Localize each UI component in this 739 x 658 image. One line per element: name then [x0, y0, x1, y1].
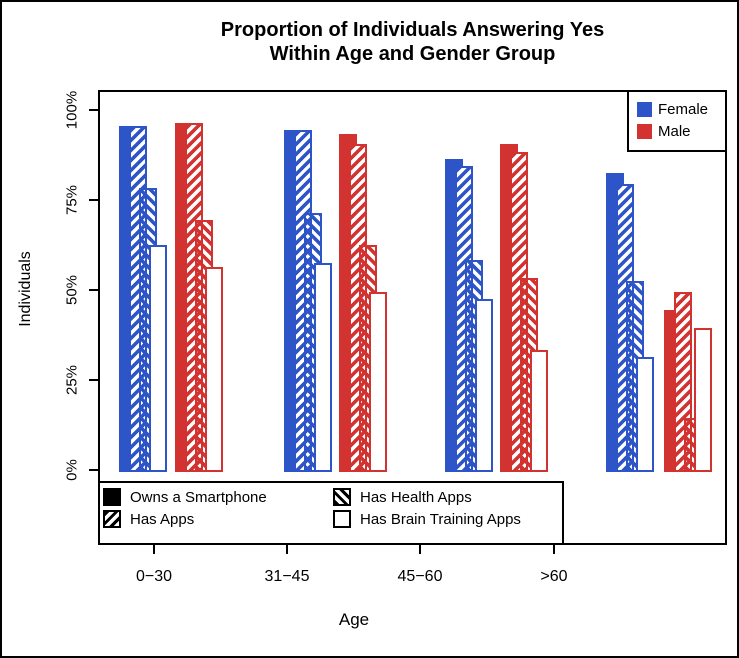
x-axis-title: Age: [338, 610, 370, 629]
forward-hatch-pattern-swatch: [103, 510, 121, 528]
back-hatch-pattern-swatch: [333, 488, 351, 506]
x-axis-tick: [286, 545, 288, 554]
y-axis-tick-label: 50%: [63, 274, 81, 306]
pattern-legend-column-2: Has Health Apps Has Brain Training Apps: [333, 486, 521, 530]
x-axis-tick-label: 31−45: [264, 568, 310, 585]
pattern-legend: Owns a Smartphone Has Apps Has Health Ap…: [98, 481, 564, 545]
bar-female-open->60: [636, 357, 654, 472]
pattern-legend-label: Has Brain Training Apps: [360, 510, 521, 528]
y-axis-tick: [89, 379, 98, 381]
gender-legend-item-male: Male: [637, 124, 691, 139]
x-axis-tick-label: 45−60: [397, 568, 443, 585]
y-axis-title: Individuals: [17, 251, 34, 327]
bar-female-open-31−45: [314, 263, 332, 472]
pattern-legend-label: Has Health Apps: [360, 488, 472, 506]
x-axis-tick: [419, 545, 421, 554]
pattern-legend-item-smartphone: Owns a Smartphone: [103, 486, 267, 508]
gender-legend-label: Female: [658, 101, 709, 118]
y-axis-tick: [89, 199, 98, 201]
y-axis-tick: [89, 289, 98, 291]
y-axis-tick-label: 100%: [63, 90, 81, 130]
pattern-legend-item-brain-training-apps: Has Brain Training Apps: [333, 508, 521, 530]
chart-title-line-2: Within Age and Gender Group: [269, 43, 556, 65]
gender-legend: Female Male: [627, 90, 727, 152]
chart-title-line-1: Proportion of Individuals Answering Yes: [220, 19, 605, 41]
x-axis-tick: [153, 545, 155, 554]
pattern-legend-label: Owns a Smartphone: [130, 488, 267, 506]
x-axis-tick-label: >60: [540, 568, 568, 585]
pattern-legend-column-1: Owns a Smartphone Has Apps: [103, 486, 267, 530]
bar-male-open->60: [694, 328, 712, 472]
open-pattern-swatch: [333, 510, 351, 528]
x-axis-tick: [553, 545, 555, 554]
solid-pattern-swatch: [103, 488, 121, 506]
y-axis-tick-label: 25%: [63, 364, 81, 396]
gender-legend-item-female: Female: [637, 102, 708, 117]
y-axis-tick: [89, 469, 98, 471]
pattern-legend-label: Has Apps: [130, 510, 195, 528]
chart-title: Proportion of Individuals Answering Yes …: [98, 18, 727, 66]
y-axis-tick: [89, 109, 98, 111]
y-axis-tick-label: 0%: [63, 459, 81, 481]
pattern-legend-item-health-apps: Has Health Apps: [333, 486, 521, 508]
bar-female-open-45−60: [475, 299, 493, 472]
y-axis-tick-label: 75%: [63, 184, 81, 216]
pattern-legend-item-apps: Has Apps: [103, 508, 267, 530]
bar-male-open-45−60: [530, 350, 548, 472]
bar-male-open-31−45: [369, 292, 387, 472]
bar-male-open-0−30: [205, 267, 223, 472]
female-color-swatch: [637, 102, 652, 117]
male-color-swatch: [637, 124, 652, 139]
x-axis-tick-label: 0−30: [135, 568, 173, 585]
gender-legend-label: Male: [658, 123, 691, 140]
bar-female-open-0−30: [149, 245, 167, 472]
